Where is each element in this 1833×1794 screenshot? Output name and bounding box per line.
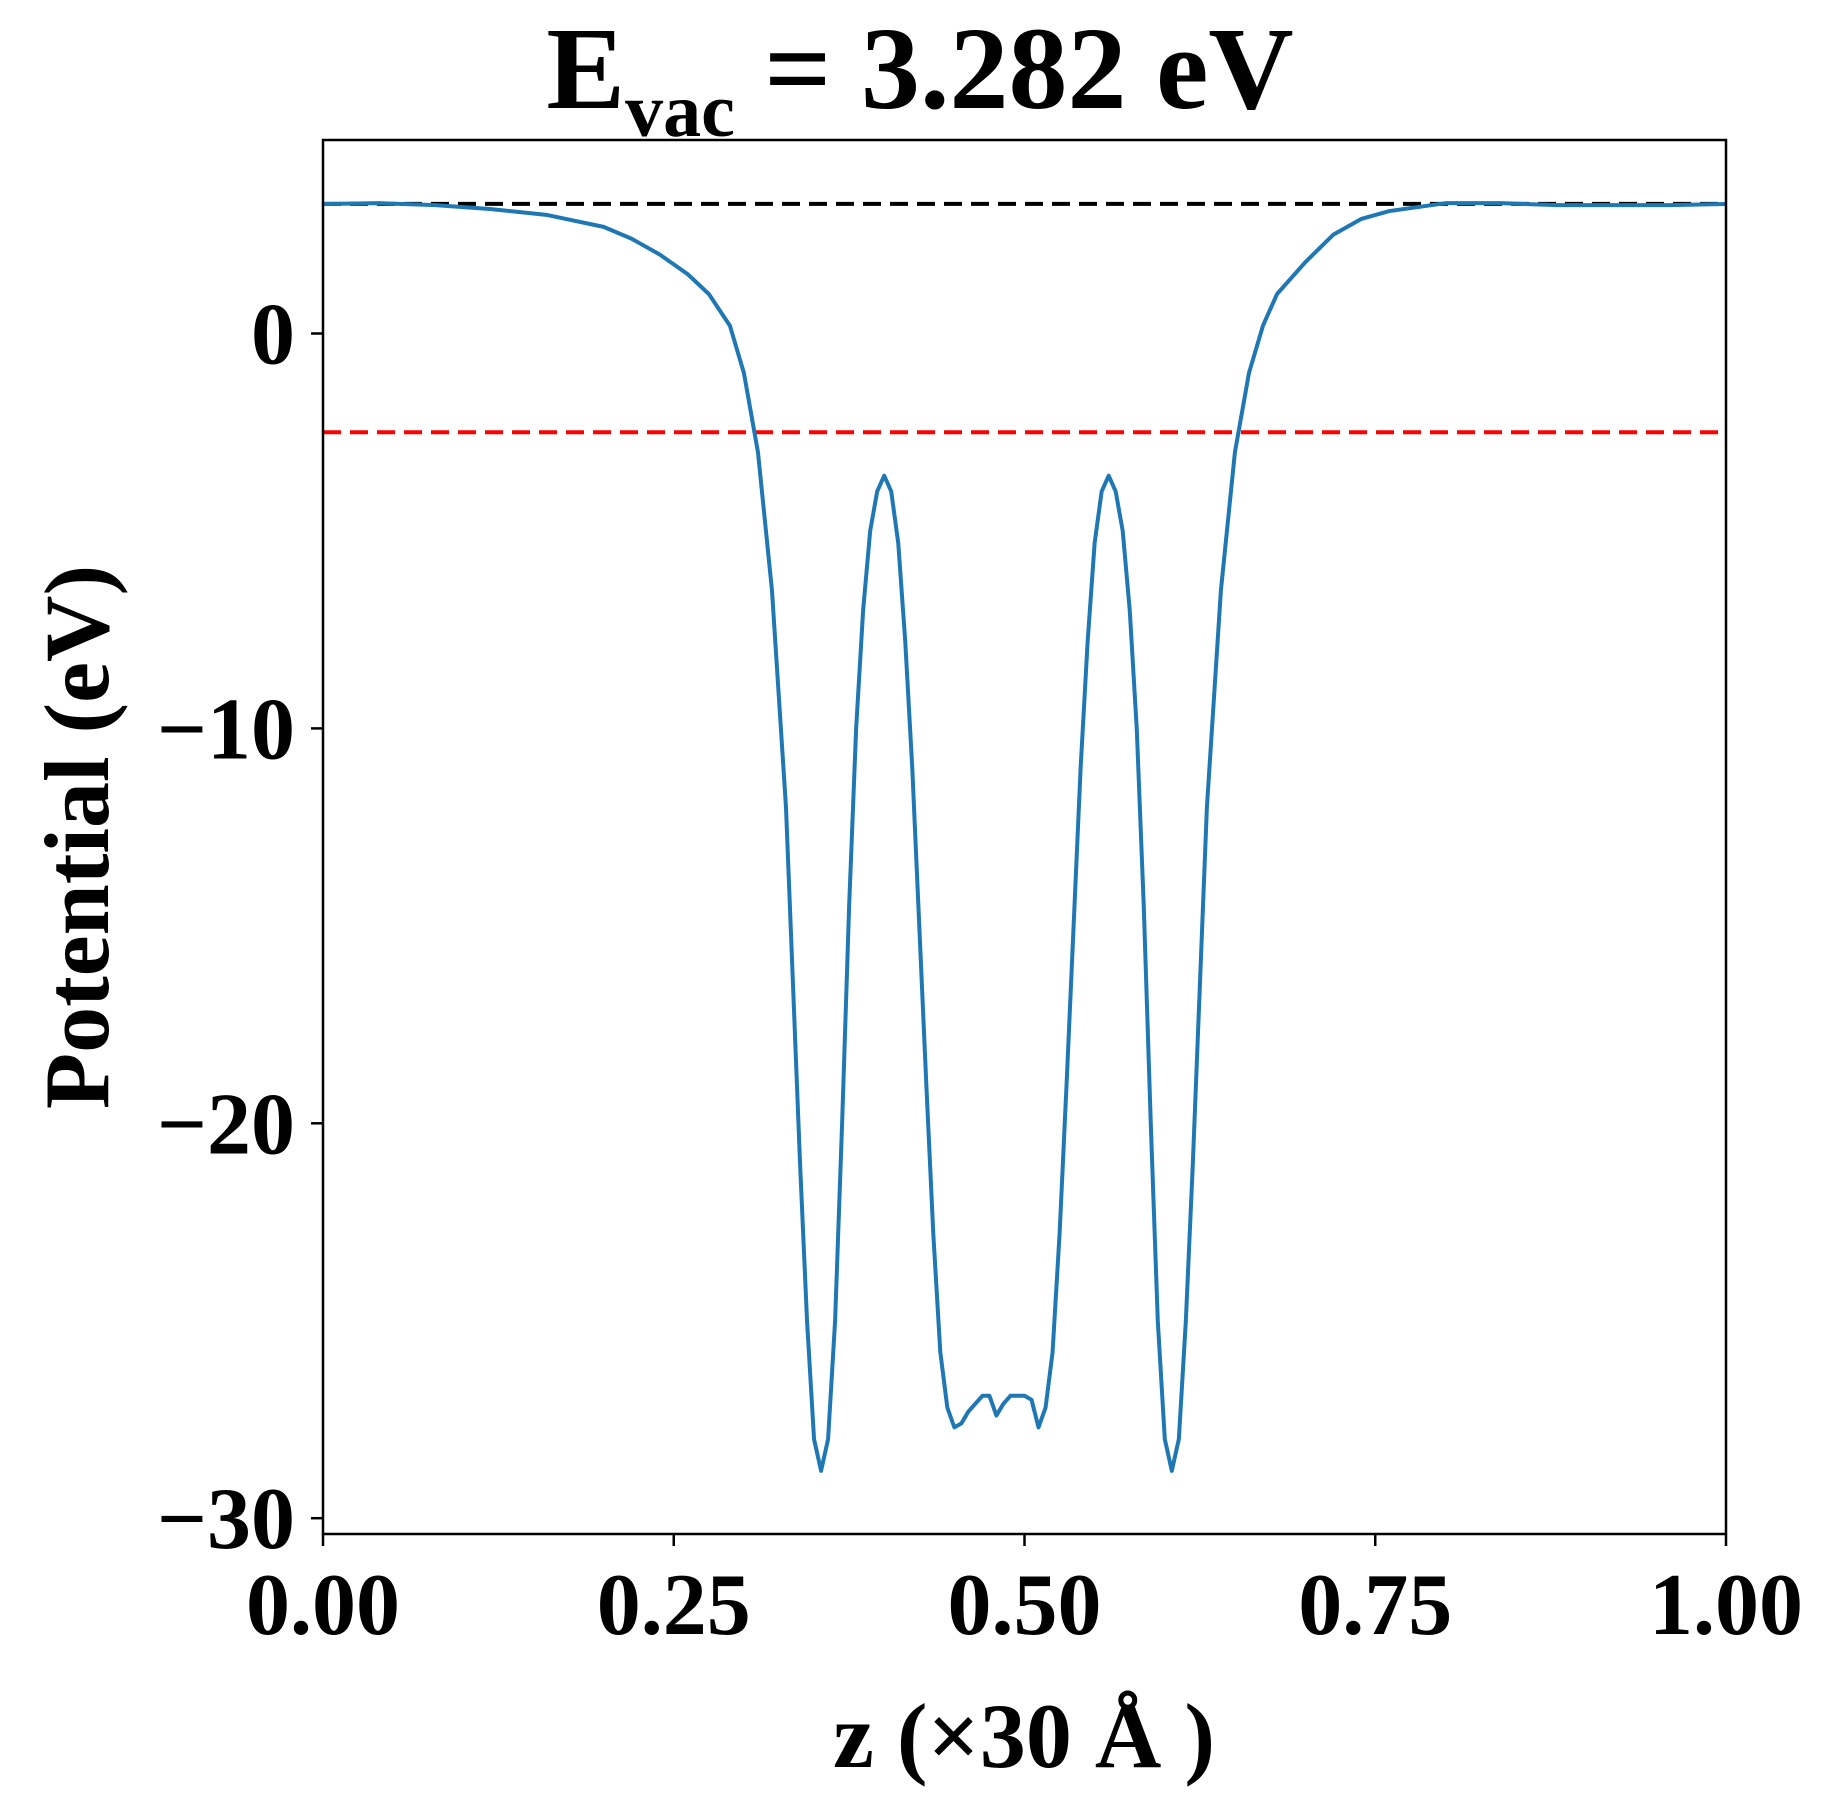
y-tick-label: 0 bbox=[251, 287, 295, 384]
chart-title-rest: = 3.282 eV bbox=[735, 3, 1294, 134]
x-axis-ticks: 0.00 0.25 0.50 0.75 1.00 bbox=[246, 1534, 1803, 1654]
y-tick-label: −10 bbox=[157, 681, 295, 778]
x-tick-label: 0.00 bbox=[246, 1557, 400, 1654]
y-axis-label: Potential (eV) bbox=[26, 565, 128, 1109]
chart-title-main: E bbox=[546, 3, 625, 134]
x-tick-label: 0.75 bbox=[1298, 1557, 1452, 1654]
x-tick-label: 1.00 bbox=[1649, 1557, 1803, 1654]
reference-lines bbox=[323, 201, 1726, 435]
series-layer bbox=[323, 201, 1726, 1473]
y-tick-label: −30 bbox=[157, 1471, 295, 1568]
series-line-1 bbox=[323, 201, 1726, 1473]
x-tick-label: 0.25 bbox=[597, 1557, 751, 1654]
plot-frame bbox=[321, 138, 1728, 1536]
chart-title: Evac = 3.282 eV bbox=[546, 3, 1293, 153]
x-tick-label: 0.50 bbox=[948, 1557, 1102, 1654]
x-axis-label: z (×30 Å ) bbox=[833, 1685, 1215, 1787]
y-tick-label: −20 bbox=[157, 1076, 295, 1173]
y-axis-ticks: 0 −10 −20 −30 bbox=[157, 287, 323, 1568]
